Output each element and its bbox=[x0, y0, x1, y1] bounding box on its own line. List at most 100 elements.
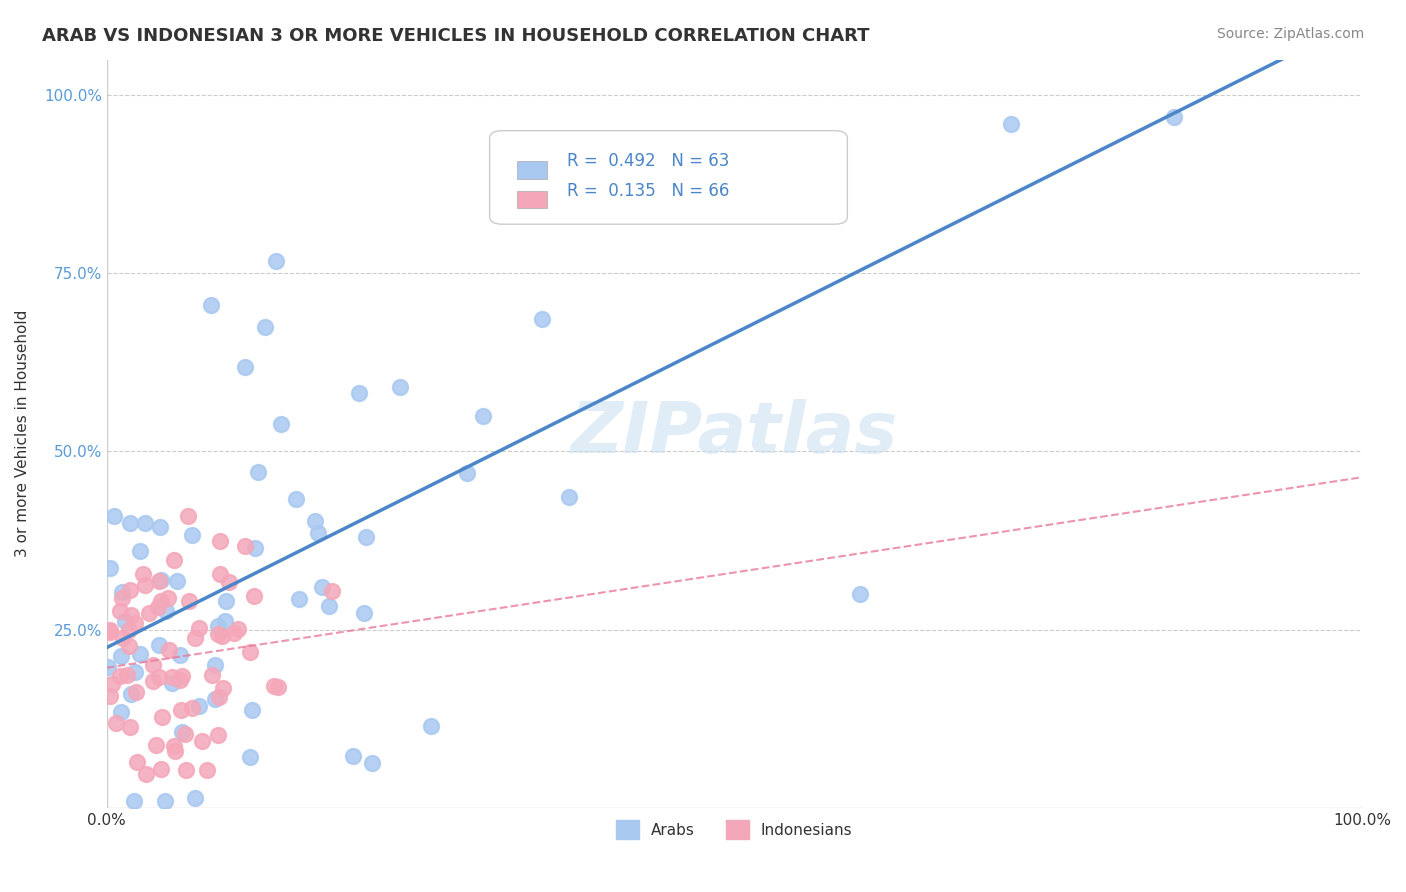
Point bbox=[183, 790, 205, 805]
Point bbox=[98, 689, 121, 703]
Point bbox=[166, 574, 188, 588]
Point bbox=[169, 673, 191, 688]
Point bbox=[110, 584, 132, 599]
Point bbox=[233, 359, 256, 374]
Point bbox=[264, 254, 287, 268]
Point bbox=[174, 763, 197, 777]
Point bbox=[129, 647, 152, 661]
Point bbox=[204, 691, 226, 706]
Point bbox=[146, 599, 169, 614]
Point bbox=[149, 573, 172, 587]
Point bbox=[209, 533, 232, 548]
Point bbox=[187, 699, 209, 714]
Text: ZIPatlas: ZIPatlas bbox=[571, 400, 898, 468]
Point bbox=[138, 606, 160, 620]
Point bbox=[145, 738, 167, 752]
Point bbox=[120, 582, 142, 597]
Point bbox=[118, 720, 141, 734]
Point bbox=[420, 719, 443, 733]
Point bbox=[598, 195, 620, 210]
Point bbox=[111, 631, 134, 645]
Point bbox=[124, 665, 146, 679]
Text: ARAB VS INDONESIAN 3 OR MORE VEHICLES IN HOUSEHOLD CORRELATION CHART: ARAB VS INDONESIAN 3 OR MORE VEHICLES IN… bbox=[42, 27, 870, 45]
Point bbox=[162, 739, 184, 753]
Point bbox=[200, 298, 222, 312]
Point bbox=[342, 748, 364, 763]
Point bbox=[472, 409, 495, 424]
FancyBboxPatch shape bbox=[517, 191, 547, 209]
Point bbox=[110, 706, 132, 720]
Point bbox=[165, 744, 187, 758]
Point bbox=[176, 508, 198, 523]
Point bbox=[284, 492, 307, 507]
Point bbox=[311, 580, 333, 594]
Point bbox=[240, 703, 263, 717]
Point bbox=[98, 561, 121, 575]
Point bbox=[247, 465, 270, 479]
Point bbox=[120, 687, 142, 701]
Point bbox=[1163, 110, 1185, 124]
Point bbox=[195, 763, 218, 777]
Point bbox=[169, 648, 191, 663]
Point bbox=[103, 509, 125, 524]
Point bbox=[98, 623, 121, 637]
FancyBboxPatch shape bbox=[489, 130, 848, 224]
Point bbox=[218, 574, 240, 589]
Point bbox=[211, 629, 233, 643]
Point bbox=[148, 574, 170, 589]
Point bbox=[207, 728, 229, 742]
Point bbox=[456, 466, 478, 480]
Point bbox=[354, 530, 377, 544]
Point bbox=[304, 514, 326, 528]
Point bbox=[157, 643, 180, 657]
Point bbox=[207, 619, 229, 633]
Point bbox=[117, 668, 139, 682]
Point bbox=[188, 621, 211, 635]
Point bbox=[207, 627, 229, 641]
Point bbox=[162, 670, 184, 684]
Point bbox=[150, 710, 173, 724]
Point bbox=[150, 594, 173, 608]
Point bbox=[101, 677, 124, 691]
Point bbox=[1000, 117, 1022, 131]
Point bbox=[177, 594, 200, 608]
Point bbox=[170, 704, 193, 718]
Point bbox=[153, 794, 176, 808]
Point bbox=[756, 208, 779, 222]
Point bbox=[160, 675, 183, 690]
Point bbox=[124, 616, 146, 631]
Point bbox=[557, 490, 579, 504]
Point bbox=[148, 670, 170, 684]
Point bbox=[233, 540, 256, 554]
Point bbox=[224, 626, 246, 640]
Point bbox=[212, 681, 235, 695]
Point bbox=[108, 669, 131, 683]
Point bbox=[530, 312, 553, 326]
Point bbox=[181, 527, 204, 541]
Point bbox=[155, 604, 177, 618]
Point bbox=[204, 658, 226, 673]
Point bbox=[184, 631, 207, 645]
Point bbox=[215, 594, 238, 608]
FancyBboxPatch shape bbox=[517, 161, 547, 178]
Point bbox=[170, 725, 193, 739]
Legend: Arabs, Indonesians: Arabs, Indonesians bbox=[610, 814, 859, 845]
Point bbox=[157, 591, 180, 605]
Point bbox=[170, 669, 193, 683]
Point bbox=[318, 599, 340, 613]
Text: R =  0.135   N = 66: R = 0.135 N = 66 bbox=[568, 182, 730, 200]
Point bbox=[214, 615, 236, 629]
Point bbox=[238, 750, 260, 764]
Point bbox=[135, 767, 157, 781]
Point bbox=[149, 520, 172, 534]
Y-axis label: 3 or more Vehicles in Household: 3 or more Vehicles in Household bbox=[15, 310, 30, 558]
Point bbox=[321, 584, 343, 599]
Point bbox=[191, 733, 214, 747]
Point bbox=[97, 660, 120, 674]
Point bbox=[254, 319, 277, 334]
Point bbox=[263, 679, 285, 693]
Point bbox=[723, 174, 745, 188]
Point bbox=[181, 700, 204, 714]
Point bbox=[110, 591, 132, 606]
Point bbox=[163, 552, 186, 566]
